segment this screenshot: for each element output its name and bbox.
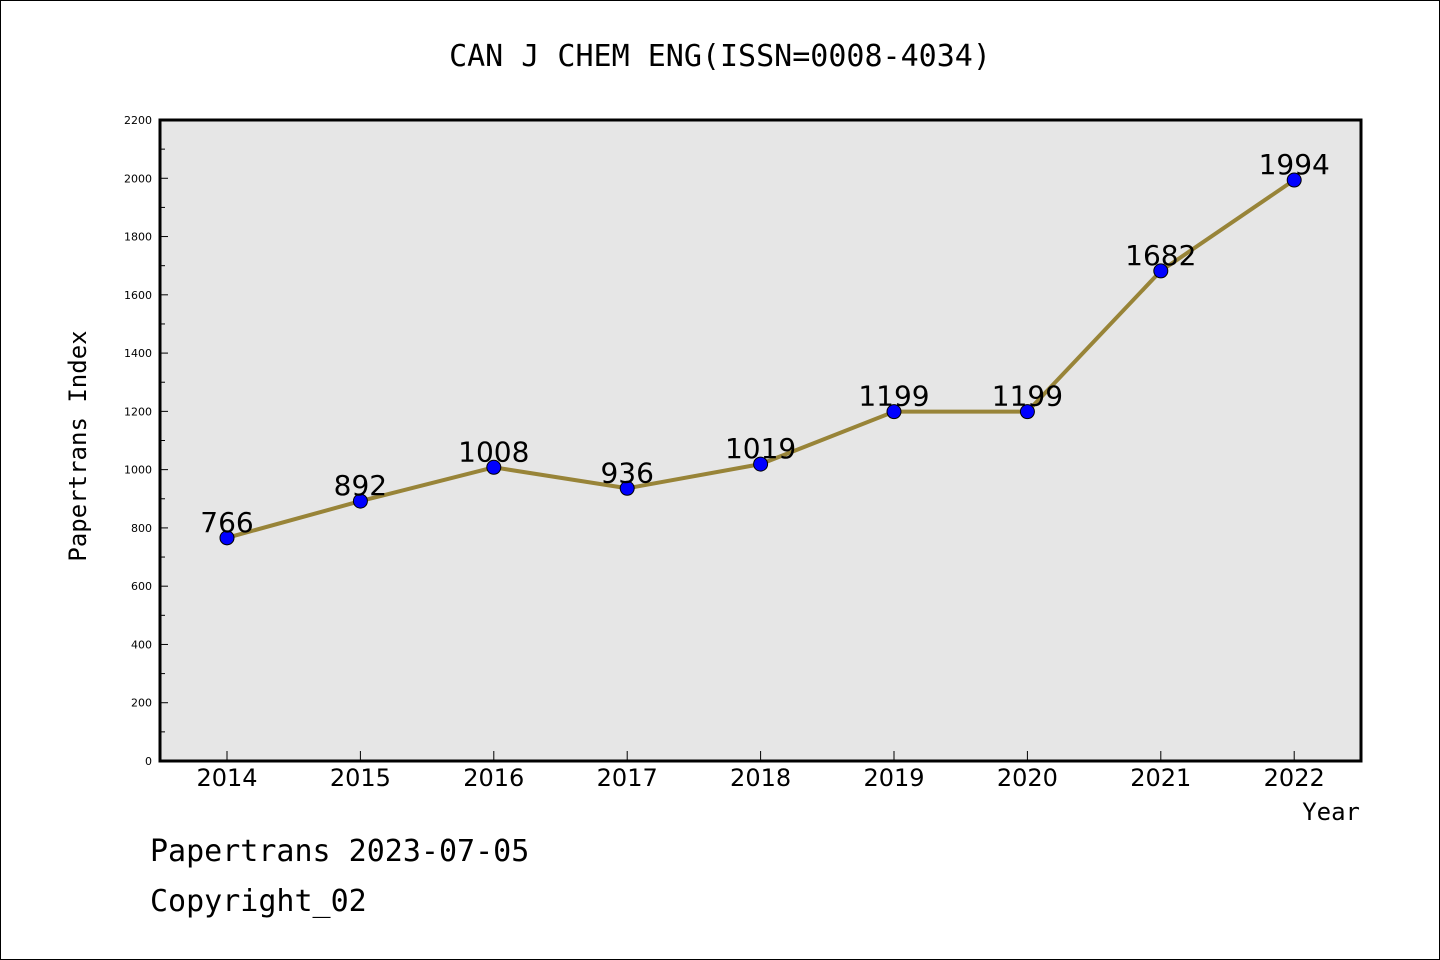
data-label: 936 [600,456,653,489]
y-tick-label: 400 [131,638,152,651]
y-tick-label: 1800 [124,231,152,244]
data-label: 1019 [725,432,796,465]
x-tick-label: 2018 [730,764,791,792]
data-point [753,456,769,472]
footer-copyright: Copyright_02 [150,884,367,919]
data-point [619,480,635,496]
x-tick-label: 2019 [863,764,924,792]
data-point [219,530,235,546]
data-label: 1682 [1125,239,1196,272]
data-label: 1994 [1259,148,1330,181]
data-point [886,404,902,420]
y-tick-label: 2000 [124,172,152,185]
x-tick-label: 2014 [196,764,257,792]
x-tick-label: 2022 [1264,764,1325,792]
data-point [486,459,502,475]
data-label: 1199 [858,380,929,413]
x-tick-label: 2021 [1130,764,1191,792]
data-points-group [219,172,1302,546]
x-tick-label: 2016 [463,764,524,792]
y-tick-label: 1600 [124,289,152,302]
x-tick-label: 2017 [597,764,658,792]
x-tick-label: 2015 [330,764,391,792]
data-label: 1199 [992,380,1063,413]
y-tick-label: 1200 [124,405,152,418]
y-tick-label: 0 [145,755,152,768]
y-axis: 0 200 400 600 800 1000 1200 1400 1600 1800 2000 220… [124,114,168,768]
x-axis: 2014 2015 2016 2017 2018 2019 2020 2021 2022 [196,751,1325,792]
y-tick-label: 1400 [124,347,152,360]
data-point [1019,404,1035,420]
y-axis-label: Papertrans Index [64,330,92,561]
data-label: 892 [334,469,387,502]
y-tick-label: 200 [131,697,152,710]
y-tick-label: 600 [131,580,152,593]
y-tick-label: 2200 [124,114,152,127]
data-point [352,493,368,509]
data-label: 1008 [458,435,529,468]
y-tick-label: 1000 [124,464,152,477]
plot-area [158,118,1363,763]
footer-date: Papertrans 2023-07-05 [150,834,530,869]
y-tick-label: 800 [131,522,152,535]
data-labels-group: 766 892 1008 936 1019 1199 1199 1682 1994 [200,148,1330,539]
chart-title: CAN J CHEM ENG(ISSN=0008-4034) [449,39,991,74]
data-point [1153,263,1169,279]
x-tick-label: 2020 [997,764,1058,792]
x-axis-label: Year [1302,798,1360,826]
data-label: 766 [200,506,253,539]
data-point [1286,172,1302,188]
